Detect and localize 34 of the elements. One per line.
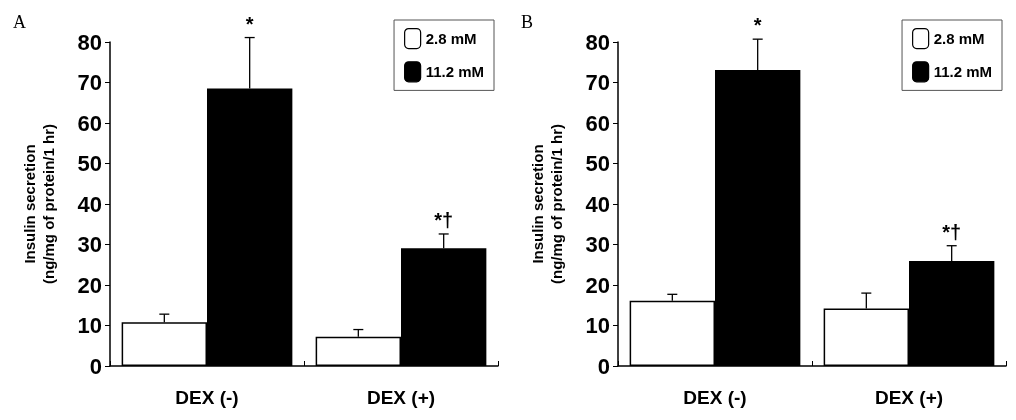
y-axis-title: Insulin secretion (ng/mg of protein/1 hr)	[21, 124, 57, 284]
y-tick-label: 60	[585, 110, 610, 136]
y-tick-label: 0	[89, 353, 102, 379]
chart-title: B	[521, 12, 534, 32]
y-tick-label: 50	[77, 151, 102, 176]
y-tick-label: 60	[77, 110, 102, 136]
legend-label: 11.2 mM	[933, 63, 993, 81]
y-tick-label: 0	[597, 353, 610, 379]
y-tick-label: 40	[77, 191, 102, 217]
y-axis-title: Insulin secretion (ng/mg of protein/1 hr)	[529, 124, 565, 284]
y-tick-label: 10	[77, 313, 102, 338]
x-tick-label: DEX (+)	[874, 387, 944, 408]
y-tick-label: 70	[77, 70, 102, 95]
x-tick-label: DEX (-)	[683, 387, 747, 408]
y-tick-label: 20	[585, 272, 610, 298]
text: *	[753, 14, 762, 37]
y-tick-label: 50	[585, 151, 610, 176]
y-tick-label: 20	[77, 272, 102, 298]
chart-title: A	[13, 12, 26, 32]
legend-label: 2.8 mM	[425, 30, 477, 48]
y-tick-label: 40	[585, 191, 610, 217]
x-tick-label: DEX (+)	[366, 387, 436, 408]
annotation: *†	[942, 220, 962, 243]
text: *	[245, 12, 254, 35]
y-tick-label: 70	[585, 70, 610, 95]
y-tick-label: 80	[585, 29, 610, 55]
y-tick-label: 30	[585, 232, 610, 257]
y-tick-label: 10	[585, 313, 610, 338]
legend-label: 11.2 mM	[425, 63, 485, 81]
annotation: *†	[434, 208, 454, 231]
y-tick-label: 30	[77, 232, 102, 257]
y-tick-label: 80	[77, 29, 102, 55]
x-tick-label: DEX (-)	[175, 387, 239, 408]
legend-label: 2.8 mM	[933, 30, 985, 48]
